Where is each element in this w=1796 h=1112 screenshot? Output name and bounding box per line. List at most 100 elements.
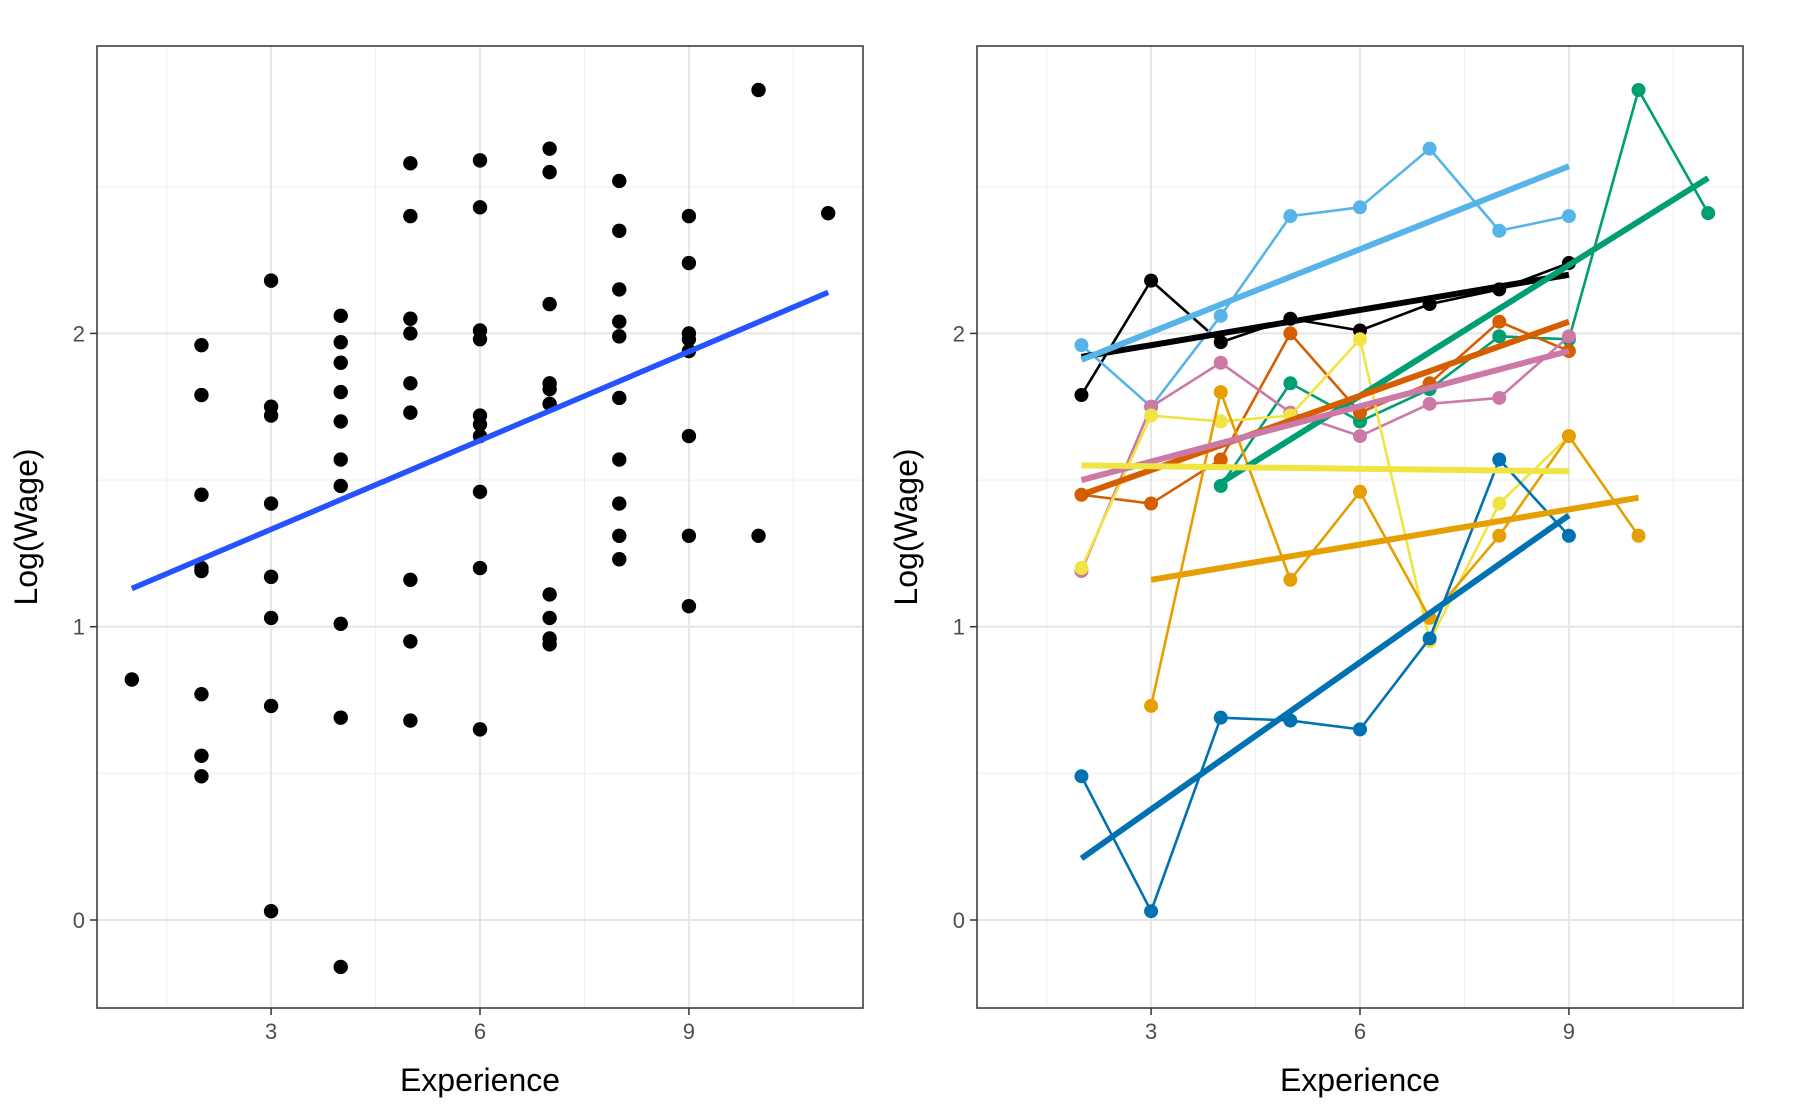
data-point: [612, 282, 627, 297]
data-point: [194, 387, 209, 403]
series-6-point: [1492, 528, 1507, 543]
series-6-point: [1213, 385, 1228, 400]
data-point: [681, 598, 697, 614]
data-point: [542, 296, 557, 312]
data-point: [403, 156, 418, 171]
data-point: [194, 748, 209, 763]
data-point: [612, 314, 627, 329]
data-point: [612, 223, 627, 238]
plot-area: [1074, 82, 1716, 919]
data-point: [612, 528, 627, 543]
series-2-point: [1283, 376, 1298, 391]
data-point: [681, 428, 697, 444]
data-point: [194, 769, 209, 784]
data-point: [333, 710, 348, 725]
data-point: [751, 528, 766, 543]
data-point: [403, 376, 418, 391]
series-2-point: [1631, 82, 1646, 97]
data-point: [194, 563, 209, 579]
series-7-point: [1074, 769, 1089, 784]
series-4-point: [1353, 429, 1367, 444]
data-point: [194, 487, 209, 502]
series-5-point: [1353, 332, 1367, 347]
series-0-point: [1144, 273, 1159, 288]
series-2-point: [1492, 329, 1507, 344]
series-1-fit-line: [1080, 163, 1571, 363]
data-point: [263, 569, 279, 585]
data-point: [403, 634, 418, 649]
right-panel-lines: 3 6 9 0 1 2 Experience Log(Wage): [888, 45, 1744, 1098]
series-0-fit-line: [1080, 271, 1570, 360]
x-tick-label: 3: [265, 1019, 277, 1044]
series-3-point: [1213, 452, 1228, 467]
series-1-point: [1492, 223, 1507, 238]
data-point: [472, 417, 488, 432]
data-point: [333, 355, 348, 370]
data-point: [333, 414, 348, 429]
series-5-point: [1144, 408, 1159, 423]
series-4-point: [1561, 329, 1576, 344]
data-point: [333, 335, 348, 350]
data-point: [263, 698, 279, 714]
data-point: [263, 904, 279, 919]
data-point: [820, 205, 836, 221]
data-point: [681, 528, 697, 543]
data-point: [403, 405, 418, 420]
series-5-point: [1492, 496, 1507, 511]
data-point: [194, 686, 209, 702]
series-6-point: [1144, 698, 1159, 713]
series-4-point: [1422, 396, 1437, 411]
series-6-line: [1149, 390, 1640, 707]
plot-area: [124, 82, 836, 975]
series-4-point: [1492, 390, 1507, 405]
y-tick-label: 0: [953, 908, 965, 933]
y-tick-label: 1: [953, 615, 965, 640]
data-point: [472, 484, 488, 500]
series-2-line: [1219, 88, 1710, 487]
series-7-point: [1561, 528, 1576, 543]
data-point: [263, 496, 279, 511]
series-2-fit-line: [1219, 175, 1710, 486]
series-7-point: [1492, 452, 1507, 467]
data-point: [472, 560, 488, 576]
series-4-fit-line: [1080, 348, 1570, 483]
data-point: [681, 255, 697, 271]
data-point: [542, 637, 557, 652]
data-point: [542, 610, 557, 626]
data-point: [472, 200, 488, 215]
series-7-point: [1144, 904, 1159, 919]
data-point: [263, 273, 279, 288]
series-3-point: [1283, 326, 1298, 341]
y-axis-title: Log(Wage): [8, 448, 44, 605]
data-point: [612, 496, 627, 511]
data-point: [542, 587, 557, 602]
series-3-line: [1081, 320, 1570, 505]
series-7-point: [1213, 710, 1228, 725]
data-point: [333, 452, 348, 467]
data-point: [333, 478, 348, 494]
series-6-point: [1631, 528, 1646, 543]
x-tick-label: 9: [683, 1019, 695, 1044]
y-tick-label: 1: [73, 615, 85, 640]
y-tick-label: 0: [73, 908, 85, 933]
data-point: [472, 332, 488, 347]
x-tick-label: 3: [1145, 1019, 1157, 1044]
series-7-fit-line: [1079, 512, 1571, 861]
x-tick-label: 9: [1563, 1019, 1575, 1044]
data-point: [681, 332, 697, 347]
series-3-point: [1492, 314, 1507, 329]
series-7-point: [1422, 631, 1437, 646]
data-point: [681, 208, 697, 224]
series-6-point: [1561, 429, 1576, 444]
series-5-line: [1080, 337, 1570, 643]
data-point: [542, 164, 557, 180]
data-point: [333, 616, 348, 631]
series-6-point: [1283, 572, 1298, 587]
series-3-point: [1144, 496, 1159, 511]
x-tick-label: 6: [1354, 1019, 1366, 1044]
data-point: [612, 390, 627, 406]
series-5-fit-line: [1081, 462, 1569, 475]
data-point: [263, 610, 279, 626]
